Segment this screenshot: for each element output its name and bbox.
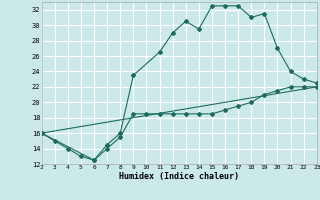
X-axis label: Humidex (Indice chaleur): Humidex (Indice chaleur) — [119, 172, 239, 181]
